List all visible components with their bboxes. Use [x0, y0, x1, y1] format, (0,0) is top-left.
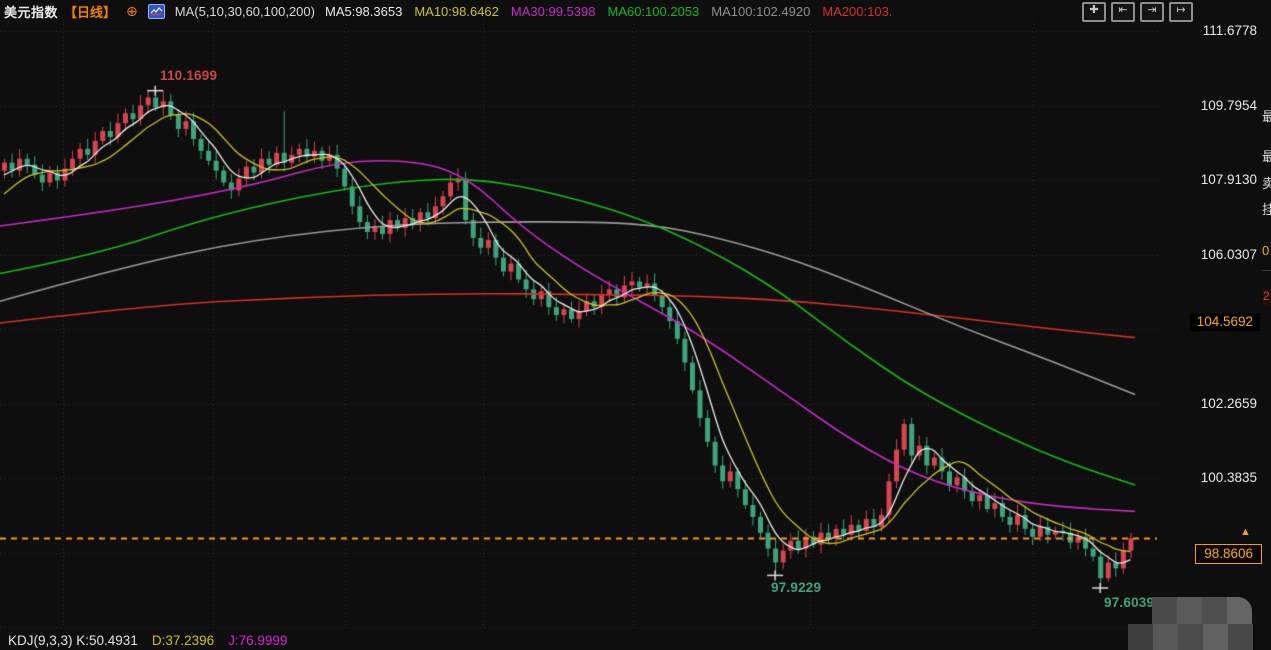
mosaic-block [1177, 597, 1202, 624]
axis-price-label: 107.9130 [1200, 172, 1257, 187]
clipped-panel-text: 挂 [1262, 202, 1271, 217]
price-annotation: 97.6039 [1104, 595, 1155, 610]
axis-price-label: 106.0307 [1200, 246, 1257, 262]
pan-left-icon[interactable]: ⇤ [1111, 2, 1135, 22]
clipped-price-chip: 2 [1263, 289, 1271, 306]
mosaic-block [1203, 624, 1228, 650]
shift-right-icon[interactable]: ↦ [1169, 2, 1193, 22]
ma-values: MA5:98.3653 MA10:98.6462 MA30:99.5398 MA60:… [325, 4, 892, 19]
price-annotation: 110.1699 [160, 68, 218, 83]
clipped-panel-text: 卖 [1262, 176, 1271, 191]
mosaic-block [1202, 597, 1227, 624]
ma-value-6: MA200:103. [822, 3, 893, 19]
symbol-name: 美元指数 [4, 4, 59, 20]
ma-settings-label: MA(5,10,30,60,100,200) [174, 3, 315, 19]
mosaic-block [1153, 624, 1178, 650]
panel-divider [1262, 270, 1271, 271]
pan-right-icon[interactable]: ⇥ [1140, 2, 1164, 22]
price-annotation: 97.9229 [771, 580, 822, 595]
period-selector[interactable]: 【日线】 [64, 4, 117, 20]
price-up-arrow-icon: ▲ [1240, 526, 1251, 538]
ma-value-2: MA10:98.6462 [414, 3, 499, 19]
kdj-value: D:37.2396 [151, 633, 215, 648]
ma-value-1: MA5:98.3653 [324, 3, 403, 19]
kdj-value: J:76.9999 [228, 633, 288, 648]
mosaic-block [1227, 597, 1252, 624]
crosshair-icon[interactable]: ✚ [1082, 2, 1106, 22]
kdj-indicator-row: KDJ(9,3,3) K:50.4931 D:37.2396 J:76.9999 [8, 633, 287, 648]
clipped-panel-text: 最 [1262, 109, 1271, 124]
axis-price-label: 102.2659 [1200, 395, 1257, 411]
current-price-tag: 98.8606 [1195, 544, 1262, 564]
mosaic-block [1228, 624, 1253, 650]
axis-price-label: 100.3835 [1200, 470, 1257, 485]
chart-toolbar: ✚ ⇤ ⇥ ↦ [1082, 2, 1193, 22]
chart-style-icon[interactable] [147, 3, 165, 19]
axis-price-label: 109.7954 [1200, 97, 1257, 113]
ma-value-5: MA100:102.4920 [711, 3, 811, 19]
clipped-panel-text: 0 [1262, 243, 1270, 258]
add-indicator-icon[interactable]: ⊕ [126, 3, 138, 19]
ma-value-4: MA60:100.2053 [607, 3, 700, 19]
kdj-value: KDJ(9,3,3) K:50.4931 [8, 633, 138, 648]
mosaic-block [1178, 624, 1203, 650]
axis-price-label: 111.6778 [1202, 23, 1257, 38]
mosaic-block [1152, 597, 1177, 624]
mosaic-block [1128, 624, 1153, 650]
clipped-panel-text: 最 [1262, 149, 1271, 164]
chart-header: 美元指数 【日线】 ⊕ MA(5,10,30,60,100,200) MA5:9… [4, 2, 892, 20]
ma-value-3: MA30:99.5398 [510, 3, 596, 19]
alert-price-label: 104.5692 [1189, 313, 1260, 331]
